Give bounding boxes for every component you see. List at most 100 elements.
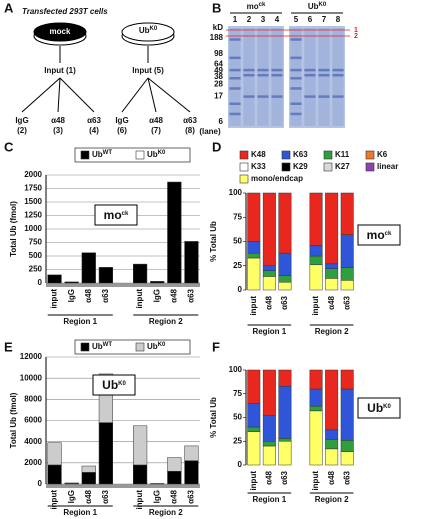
x-tick-label: α48	[264, 470, 273, 484]
legend-swatch	[281, 150, 291, 160]
y-tick-label: 1250	[24, 211, 42, 220]
lane-number: 6	[308, 15, 313, 24]
lane-number: 3	[261, 15, 266, 24]
ip-label: IgG	[15, 116, 28, 125]
x-tick-label: α63	[342, 295, 351, 309]
x-tick-label: α48	[169, 288, 178, 302]
lane-note: (lane)	[199, 127, 221, 136]
annotation: UbK0	[367, 401, 391, 415]
bar-segment	[278, 275, 292, 283]
bar-segment	[325, 439, 339, 450]
x-tick-label: input	[50, 289, 59, 309]
band	[290, 68, 302, 72]
ip-lane: (3)	[53, 126, 63, 135]
group-label: Region 1	[252, 495, 286, 504]
x-tick-label: α63	[101, 489, 110, 503]
bar-segment	[133, 425, 148, 466]
mw-label: 28	[214, 80, 223, 89]
legend-label: UbK0	[147, 150, 166, 160]
lane-number: 2	[247, 15, 252, 24]
annotation-box	[92, 374, 136, 396]
ip-label: α63	[87, 116, 101, 125]
bar-segment	[325, 192, 339, 265]
y-tick-label: 1000	[24, 224, 42, 233]
legend-label: linear	[377, 162, 398, 171]
bar-segment	[98, 422, 113, 485]
band	[332, 95, 344, 98]
mw-label: 64	[214, 59, 223, 68]
legend-swatch	[365, 150, 375, 160]
bar-segment	[184, 445, 199, 461]
bar-segment	[325, 278, 339, 291]
y-tick-label: 0	[238, 285, 243, 294]
bar-segment	[309, 410, 323, 466]
bar-segment	[247, 241, 261, 254]
band	[257, 95, 269, 98]
bar-segment	[64, 482, 79, 484]
y-tick-label: 2000	[24, 170, 42, 179]
diagram-title: Transfected 293T cells	[22, 7, 108, 16]
bar-segment	[184, 460, 199, 485]
legend-swatch	[80, 342, 90, 352]
input-label: Input (5)	[132, 66, 164, 75]
group-label: Region 2	[315, 327, 349, 336]
band	[229, 68, 241, 72]
bar-segment	[247, 257, 261, 291]
bar-segment	[340, 440, 354, 452]
x-tick-label: IgG	[67, 289, 76, 302]
legend-label: UbK0	[147, 342, 166, 352]
bar-segment	[64, 281, 79, 284]
y-tick-label: 1500	[24, 197, 42, 206]
bar-segment	[98, 267, 113, 284]
bar-segment	[309, 369, 323, 390]
y-label: % Total Ub	[209, 397, 218, 438]
bar-segment	[278, 252, 292, 276]
legend-label: UbWT	[92, 150, 112, 160]
y-tick-label: 4000	[24, 437, 42, 446]
bar-segment	[262, 445, 276, 466]
bar-segment	[340, 234, 354, 268]
x-tick-label: α63	[280, 295, 289, 309]
band	[257, 68, 269, 72]
y-tick-label: 0	[38, 278, 43, 287]
bar-segment	[247, 369, 261, 404]
y-tick-label: 6000	[24, 416, 42, 425]
x-tick-label: IgG	[152, 289, 161, 302]
lane-number: 5	[294, 15, 299, 24]
y-tick-label: 10000	[20, 373, 43, 382]
bar-segment	[340, 280, 354, 291]
legend-label: K48	[251, 150, 266, 159]
panel-label: A	[4, 0, 14, 15]
ip-label: α63	[183, 116, 197, 125]
gel-group: UbK0	[308, 2, 327, 12]
band	[257, 73, 269, 77]
band	[304, 73, 316, 77]
ip-lane: (8)	[185, 126, 195, 135]
bar-segment	[325, 369, 339, 431]
lane	[271, 28, 283, 126]
y-label: % Total Ub	[209, 221, 218, 262]
lane-number: 7	[322, 15, 327, 24]
bar-segment	[340, 369, 354, 390]
ip-lane: (6)	[117, 126, 127, 135]
bar-segment	[167, 181, 182, 284]
annotation-box	[357, 397, 401, 419]
group-label: Region 1	[63, 317, 97, 326]
bar-segment	[340, 388, 354, 441]
bar-segment	[47, 442, 62, 466]
y-label: Total Ub (fmol)	[9, 392, 18, 448]
bar-segment	[247, 192, 261, 242]
legend-box	[74, 339, 191, 355]
condition-label: mock	[50, 27, 71, 36]
legend-swatch	[281, 162, 291, 172]
bar-segment	[340, 267, 354, 281]
legend-swatch	[323, 150, 333, 160]
annotation: mock	[104, 208, 129, 222]
mw-label: 38	[214, 72, 223, 81]
ip-lane: (2)	[17, 126, 27, 135]
bar-segment	[325, 263, 339, 269]
bar-segment	[247, 403, 261, 428]
red-mark-label: 1	[354, 27, 358, 34]
bar-segment	[262, 415, 276, 442]
